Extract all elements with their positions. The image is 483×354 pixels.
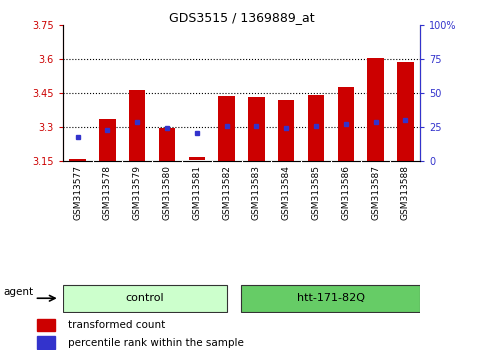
Text: GSM313580: GSM313580 [163, 165, 171, 220]
Text: agent: agent [3, 287, 33, 297]
Bar [308, 95, 324, 161]
Text: GSM313578: GSM313578 [103, 165, 112, 220]
Text: GSM313579: GSM313579 [133, 165, 142, 220]
Bar [99, 119, 115, 161]
Text: GSM313577: GSM313577 [73, 165, 82, 220]
Bar [159, 128, 175, 161]
Text: GSM313586: GSM313586 [341, 165, 350, 220]
Bar [218, 96, 235, 161]
Bar [37, 336, 55, 349]
Text: GSM313582: GSM313582 [222, 165, 231, 220]
Text: GSM313587: GSM313587 [371, 165, 380, 220]
Text: GSM313584: GSM313584 [282, 165, 291, 220]
FancyBboxPatch shape [63, 285, 227, 312]
Bar [338, 87, 354, 161]
Bar [70, 160, 86, 161]
Text: GSM313581: GSM313581 [192, 165, 201, 220]
Bar [397, 62, 413, 161]
Bar [248, 97, 265, 161]
Text: percentile rank within the sample: percentile rank within the sample [68, 338, 243, 348]
Bar [278, 100, 294, 161]
Text: GSM313588: GSM313588 [401, 165, 410, 220]
Text: GSM313585: GSM313585 [312, 165, 320, 220]
Bar [368, 58, 384, 161]
Text: control: control [126, 293, 164, 303]
FancyBboxPatch shape [242, 285, 420, 312]
Text: transformed count: transformed count [68, 320, 165, 330]
Title: GDS3515 / 1369889_at: GDS3515 / 1369889_at [169, 11, 314, 24]
Bar [37, 319, 55, 331]
Text: htt-171-82Q: htt-171-82Q [297, 293, 365, 303]
Text: GSM313583: GSM313583 [252, 165, 261, 220]
Bar [129, 90, 145, 161]
Bar [189, 157, 205, 160]
